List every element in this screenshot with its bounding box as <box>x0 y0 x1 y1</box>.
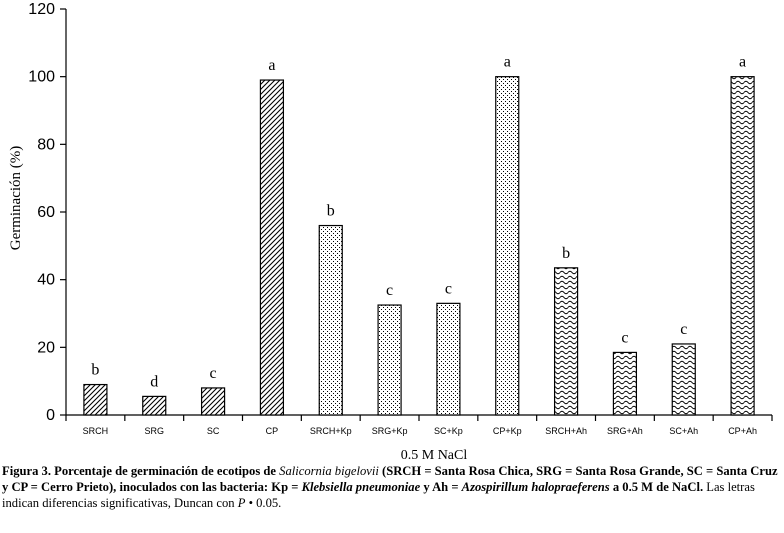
significance-letter: a <box>739 54 746 71</box>
caption-kp-species: Klebsiella pneumoniae <box>301 480 421 494</box>
caption-part2: (SRCH = Santa Rosa Chica, SRG = Santa Ro… <box>2 464 778 494</box>
caption-ah-species: Azospirillum halopraeferens <box>461 480 610 494</box>
significance-letter: c <box>445 280 452 297</box>
bar-srg-ah <box>612 351 638 416</box>
x-tick-label: SC+Kp <box>434 426 463 436</box>
bar-srch-kp <box>318 224 343 416</box>
figure-caption: Figura 3. Porcentaje de germinación de e… <box>2 463 784 511</box>
x-tick-label: SRG+Ah <box>607 426 643 436</box>
y-tick-label: 0 <box>46 407 55 424</box>
significance-letter: c <box>621 329 628 346</box>
caption-p-symbol: P <box>237 496 246 510</box>
y-axis-label: Germinación (%) <box>8 146 24 251</box>
x-tick-label: CP+Kp <box>493 426 522 436</box>
x-tick-label: SRG+Kp <box>372 426 408 436</box>
x-tick-label: CP <box>266 426 279 436</box>
bar-cp <box>259 79 285 416</box>
caption-species: Salicornia bigelovii <box>279 464 379 478</box>
x-axis-label: 0.5 M NaCl <box>401 448 468 460</box>
significance-letter: c <box>386 282 393 299</box>
significance-letter: b <box>562 245 570 262</box>
caption-label: Figura 3. <box>2 464 51 478</box>
y-tick-label: 120 <box>28 1 55 18</box>
bar-sc-ah <box>671 343 696 416</box>
x-tick-label: SRCH <box>83 426 109 436</box>
bar-srg <box>142 395 167 416</box>
significance-letter: b <box>91 362 99 379</box>
bar-cp-ah <box>730 76 755 416</box>
x-tick-label: SC+Ah <box>669 426 698 436</box>
x-tick-label: SC <box>207 426 220 436</box>
caption-part3: y Ah = <box>423 480 459 494</box>
caption-p-value: • 0.05. <box>248 496 282 510</box>
axes: 0 20 40 60 80 100 120 <box>28 1 773 424</box>
bar-srch <box>83 383 108 416</box>
bar-cp-kp <box>495 76 520 416</box>
x-tick-label: SRG <box>144 426 164 436</box>
caption-part1: Porcentaje de germinación de ecotipos de <box>54 464 277 478</box>
bar-sc <box>200 387 226 416</box>
x-tick-label: CP+Ah <box>728 426 757 436</box>
y-tick-label: 60 <box>37 204 55 221</box>
x-tick-label: SRCH+Ah <box>545 426 587 436</box>
significance-letter: c <box>210 365 217 382</box>
bar-srg-kp <box>377 304 402 416</box>
y-tick-label: 80 <box>37 136 55 153</box>
significance-letter: d <box>150 373 158 390</box>
significance-letter: c <box>680 321 687 338</box>
x-tick-label: SRCH+Kp <box>310 426 352 436</box>
significance-letter: a <box>268 57 275 74</box>
bar-sc-kp <box>436 302 461 416</box>
y-tick-label: 20 <box>37 339 55 356</box>
bar-srch-ah <box>553 267 579 416</box>
bars-group: SRCH b SRG d SC c CP a SRCH+Kp b SRG+Kp c SC+Kp c CP+K… <box>83 54 757 436</box>
significance-letter: a <box>504 54 511 71</box>
caption-note: Las letras indican diferencias significa… <box>2 480 755 510</box>
caption-part4: a 0.5 M de NaCl. <box>612 480 704 494</box>
significance-letter: b <box>327 203 335 220</box>
y-tick-label: 40 <box>37 272 55 289</box>
y-tick-label: 100 <box>28 69 55 86</box>
